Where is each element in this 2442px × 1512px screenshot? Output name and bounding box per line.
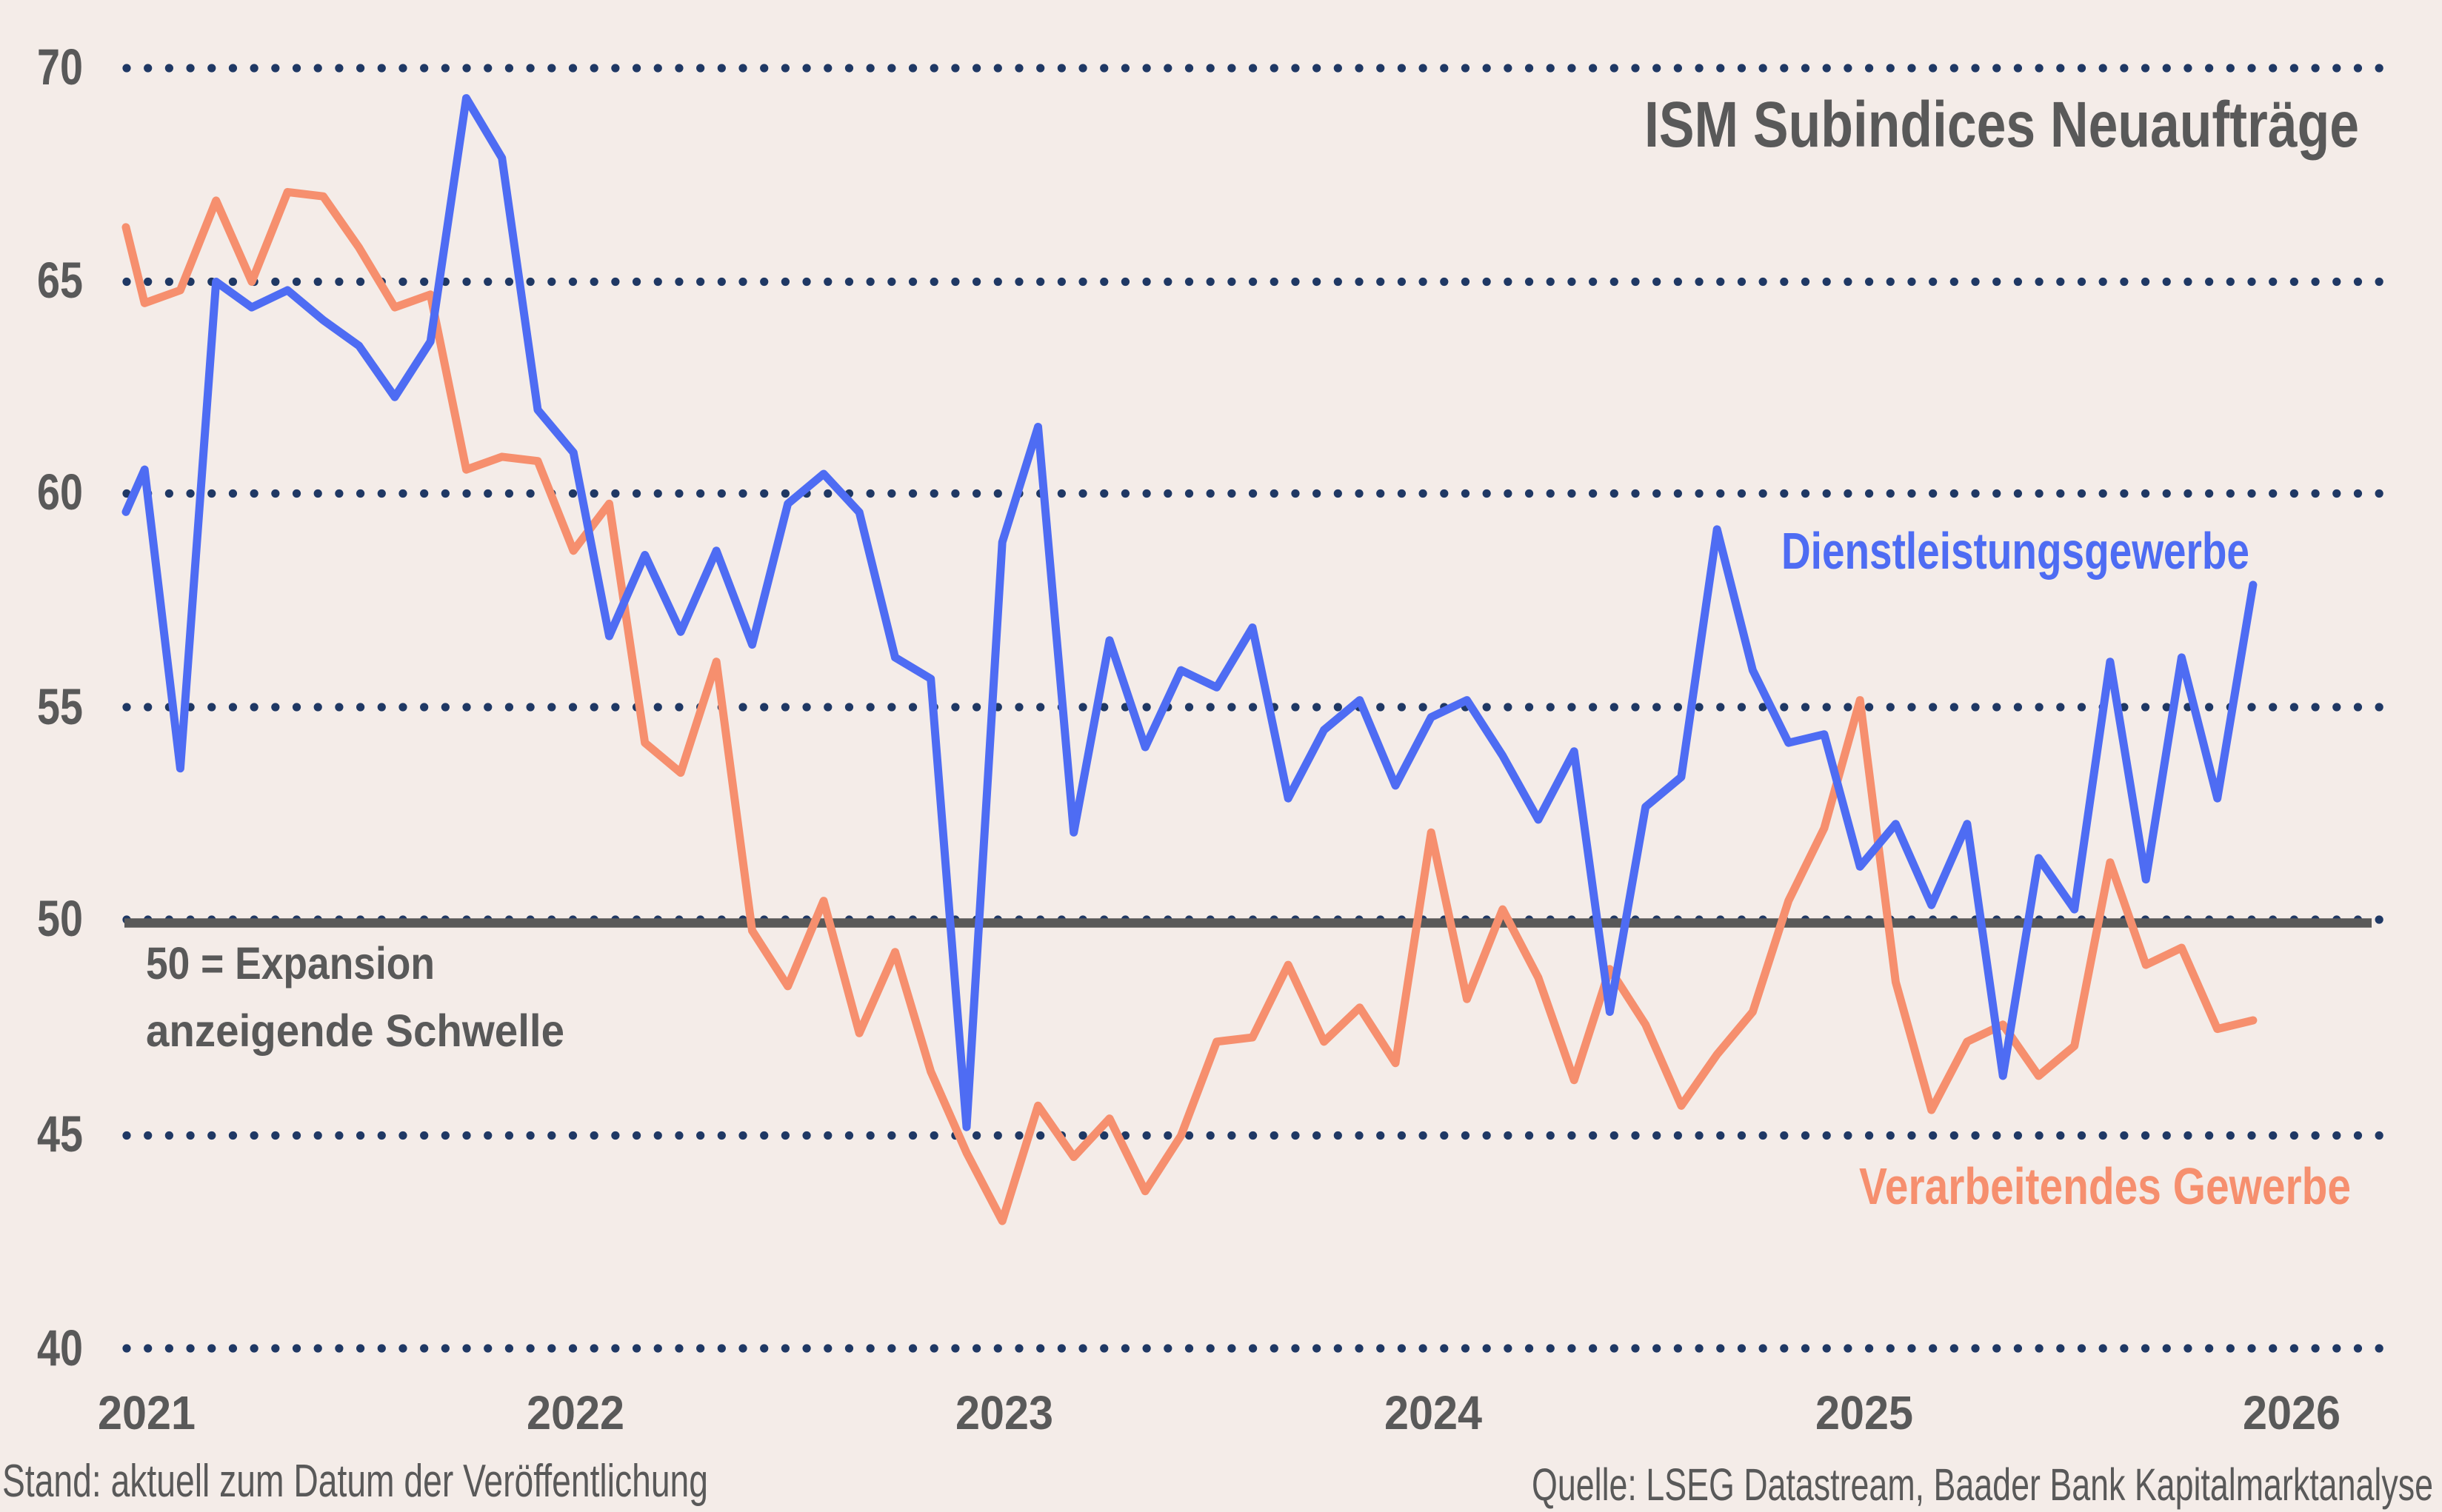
svg-text:ISM Subindices Neuaufträge: ISM Subindices Neuaufträge — [1644, 89, 2359, 161]
svg-text:2025: 2025 — [1815, 1386, 1913, 1439]
svg-text:2023: 2023 — [955, 1386, 1053, 1439]
svg-text:anzeigende Schwelle: anzeigende Schwelle — [146, 1006, 564, 1056]
svg-text:Stand: aktuell zum Datum der V: Stand: aktuell zum Datum der Veröffentli… — [2, 1456, 708, 1507]
svg-text:50 = Expansion: 50 = Expansion — [146, 938, 435, 989]
svg-text:50: 50 — [37, 890, 83, 947]
svg-text:Dienstleistungsgewerbe: Dienstleistungsgewerbe — [1781, 522, 2249, 580]
svg-text:45: 45 — [37, 1105, 83, 1163]
svg-text:70: 70 — [37, 39, 83, 96]
svg-text:Verarbeitendes Gewerbe: Verarbeitendes Gewerbe — [1859, 1157, 2351, 1215]
svg-text:65: 65 — [37, 252, 83, 309]
svg-text:2026: 2026 — [2243, 1386, 2341, 1439]
svg-text:2021: 2021 — [98, 1386, 196, 1439]
svg-text:Quelle: LSEG Datastream, Baade: Quelle: LSEG Datastream, Baader Bank Kap… — [1532, 1459, 2433, 1510]
svg-text:2024: 2024 — [1384, 1386, 1482, 1439]
svg-text:60: 60 — [37, 464, 83, 521]
svg-text:40: 40 — [37, 1319, 83, 1376]
svg-text:55: 55 — [37, 678, 83, 735]
svg-text:2022: 2022 — [527, 1386, 624, 1439]
